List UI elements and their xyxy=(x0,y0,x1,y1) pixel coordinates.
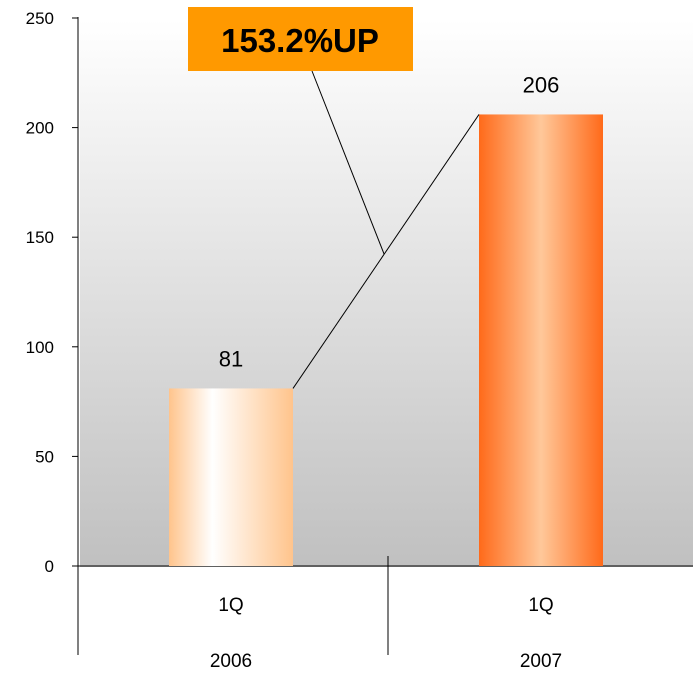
data-label: 81 xyxy=(219,346,243,371)
category-label-quarter: 1Q xyxy=(218,595,243,616)
category-label-year: 2006 xyxy=(210,651,252,672)
y-tick-label: 150 xyxy=(26,228,54,247)
bar xyxy=(479,114,603,566)
y-tick-label: 250 xyxy=(26,9,54,28)
callout-leader-line xyxy=(311,70,385,255)
data-label: 206 xyxy=(523,72,560,97)
growth-line xyxy=(292,114,480,389)
data-labels-group: 81 206 xyxy=(219,72,560,371)
category-label-quarter: 1Q xyxy=(528,595,553,616)
category-label-year: 2007 xyxy=(520,651,562,672)
y-tick-label: 0 xyxy=(45,557,54,576)
callout-box xyxy=(188,7,413,71)
growth-callout: 153.2%UP xyxy=(188,7,413,71)
y-tick-label: 100 xyxy=(26,338,54,357)
y-axis: 0 50 100 150 200 250 xyxy=(26,9,79,655)
y-tick-label: 200 xyxy=(26,119,54,138)
callout-text: 153.2%UP xyxy=(221,22,379,59)
bar xyxy=(169,388,293,566)
bars-group xyxy=(169,114,603,566)
category-labels-group: 1Q 2006 1Q 2007 xyxy=(210,595,562,672)
y-tick-label: 50 xyxy=(35,447,54,466)
